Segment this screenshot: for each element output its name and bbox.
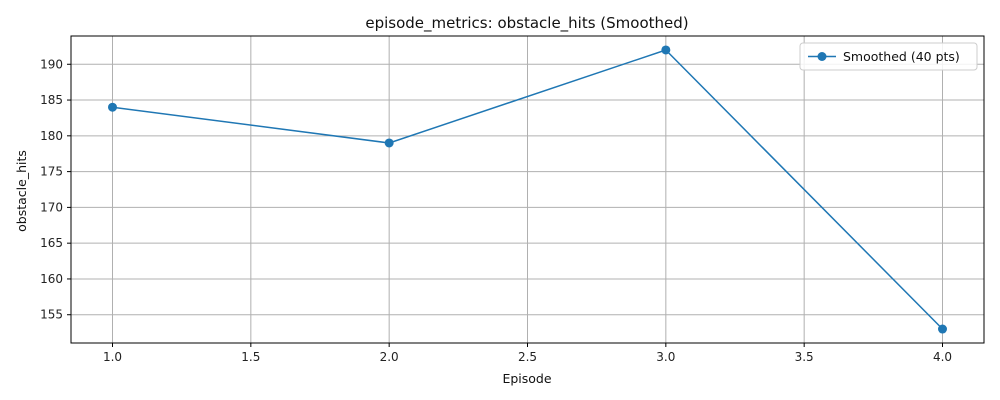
legend: Smoothed (40 pts) xyxy=(799,42,978,71)
data-point xyxy=(661,45,671,55)
y-tick-label: 160 xyxy=(40,272,63,286)
chart-title: episode_metrics: obstacle_hits (Smoothed… xyxy=(365,14,688,33)
x-tick-label: 4.0 xyxy=(933,350,952,364)
x-tick-label: 2.5 xyxy=(518,350,537,364)
series-layer xyxy=(108,45,947,334)
y-tick-label: 155 xyxy=(40,308,63,322)
y-tick-label: 185 xyxy=(40,93,63,107)
y-axis-label: obstacle_hits xyxy=(14,150,29,232)
axes: 1.0 1.5 2.0 2.5 3.0 3.5 4.0 155 160 165 170 175 180 1… xyxy=(40,35,985,364)
data-point xyxy=(108,102,117,112)
x-tick-label: 1.5 xyxy=(241,350,260,364)
x-tick-label: 1.0 xyxy=(103,350,122,364)
y-tick-label: 180 xyxy=(40,129,63,143)
legend-frame xyxy=(799,42,978,71)
data-point xyxy=(384,138,394,148)
data-point xyxy=(938,324,947,334)
x-tick-label: 3.0 xyxy=(656,350,675,364)
grid xyxy=(71,36,984,343)
legend-label: Smoothed (40 pts) xyxy=(843,49,960,64)
x-tick-label: 2.0 xyxy=(380,350,399,364)
y-tick-label: 175 xyxy=(40,165,63,179)
x-tick-label: 3.5 xyxy=(795,350,814,364)
y-tick-label: 190 xyxy=(40,57,63,71)
series-line xyxy=(112,49,944,330)
x-axis-label: Episode xyxy=(502,371,551,386)
legend-marker xyxy=(817,52,827,61)
y-tick-label: 165 xyxy=(40,236,63,250)
y-tick-label: 170 xyxy=(40,200,63,214)
